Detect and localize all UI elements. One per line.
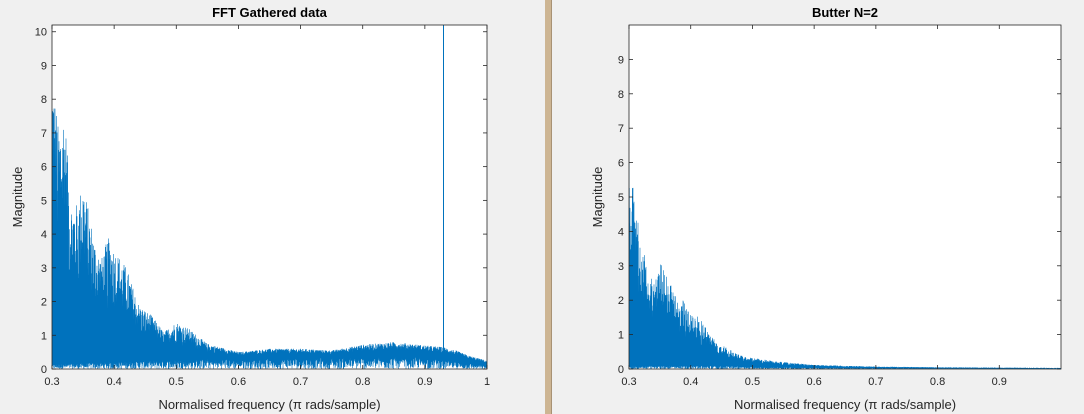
left-figure-panel: 0.3 0.4 0.5 0.6 0.7 0.8 0.9 1 0 1 2 3 4 5 6 7 8 9 10 FFT Ga… bbox=[0, 0, 538, 414]
y-tick-label: 2 bbox=[618, 295, 624, 307]
x-tick-label: 0.5 bbox=[169, 376, 184, 388]
y-tick-label: 7 bbox=[618, 123, 624, 135]
y-tick-label: 4 bbox=[41, 229, 47, 241]
y-tick-label: 10 bbox=[35, 27, 47, 39]
y-tick-label: 2 bbox=[41, 297, 47, 309]
panel-splitter[interactable] bbox=[538, 0, 556, 414]
series-line bbox=[52, 108, 487, 369]
y-axis-label: Magnitude bbox=[590, 167, 605, 228]
x-tick-label: 1 bbox=[484, 376, 490, 388]
chart-title: FFT Gathered data bbox=[212, 5, 328, 20]
y-tick-label: 3 bbox=[618, 261, 624, 273]
y-tick-label: 1 bbox=[41, 330, 47, 342]
y-tick-label: 8 bbox=[41, 94, 47, 106]
y-tick-label: 3 bbox=[41, 263, 47, 275]
y-tick-label: 4 bbox=[618, 226, 624, 238]
splitter-edge bbox=[551, 0, 552, 414]
x-tick-label: 0.8 bbox=[930, 376, 945, 388]
y-tick-label: 6 bbox=[41, 162, 47, 174]
x-tick-label: 0.6 bbox=[806, 376, 821, 388]
chart-title: Butter N=2 bbox=[812, 5, 878, 20]
y-tick-label: 7 bbox=[41, 128, 47, 140]
y-tick-label: 6 bbox=[618, 158, 624, 170]
splitter-bar[interactable] bbox=[545, 0, 551, 414]
x-axis-label: Normalised frequency (π rads/sample) bbox=[734, 397, 956, 412]
x-tick-label: 0.9 bbox=[992, 376, 1007, 388]
right-figure-panel: 0.3 0.4 0.5 0.6 0.7 0.8 0.9 0 1 2 3 4 5 6 7 8 9 Butter N=… bbox=[556, 0, 1084, 414]
y-tick-label: 5 bbox=[618, 192, 624, 204]
x-tick-label: 0.5 bbox=[745, 376, 760, 388]
y-tick-label: 1 bbox=[618, 330, 624, 342]
series-line bbox=[629, 161, 1061, 369]
x-tick-label: 0.7 bbox=[293, 376, 308, 388]
x-tick-label: 0.3 bbox=[621, 376, 636, 388]
axes-box bbox=[51, 24, 488, 370]
x-tick-label: 0.7 bbox=[868, 376, 883, 388]
y-tick-label: 9 bbox=[41, 60, 47, 72]
chart-butter: 0.3 0.4 0.5 0.6 0.7 0.8 0.9 0 1 2 3 4 5 6 7 8 9 Butter N=… bbox=[590, 5, 1062, 412]
x-tick-label: 0.4 bbox=[106, 376, 121, 388]
y-tick-label: 5 bbox=[41, 195, 47, 207]
y-tick-label: 9 bbox=[618, 54, 624, 66]
y-tick-label: 0 bbox=[41, 364, 47, 376]
x-axis-label: Normalised frequency (π rads/sample) bbox=[158, 397, 380, 412]
x-tick-label: 0.8 bbox=[355, 376, 370, 388]
y-axis-label: Magnitude bbox=[10, 167, 25, 228]
plot-area bbox=[629, 25, 1061, 369]
y-tick-label: 0 bbox=[618, 364, 624, 376]
x-tick-label: 0.9 bbox=[417, 376, 432, 388]
y-tick-label: 8 bbox=[618, 89, 624, 101]
x-tick-label: 0.3 bbox=[44, 376, 59, 388]
x-tick-label: 0.6 bbox=[231, 376, 246, 388]
x-tick-label: 0.4 bbox=[683, 376, 698, 388]
